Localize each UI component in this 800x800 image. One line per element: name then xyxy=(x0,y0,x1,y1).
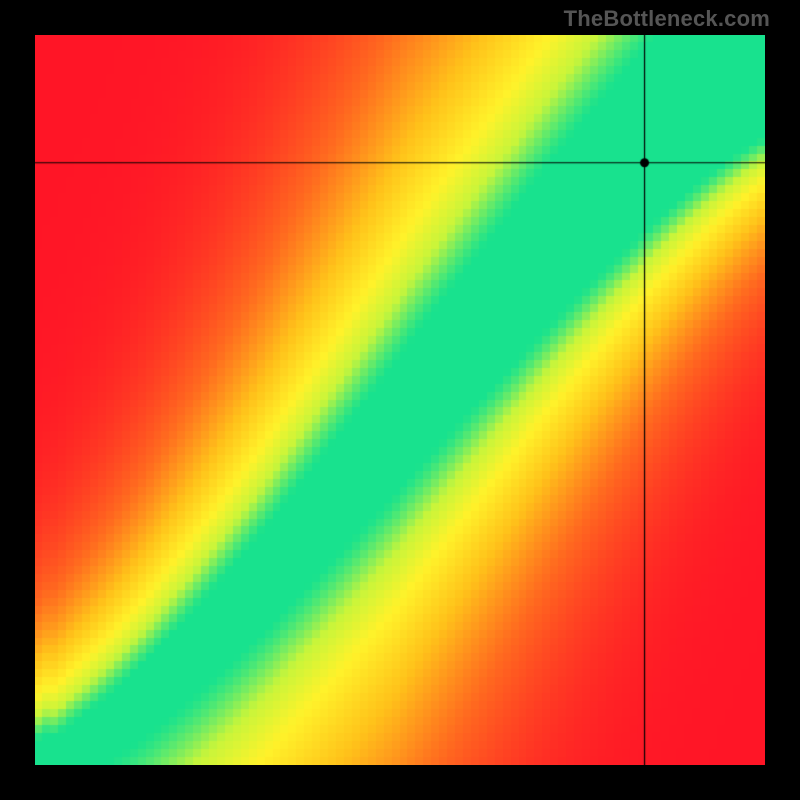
bottleneck-heatmap xyxy=(35,35,765,765)
attribution-label: TheBottleneck.com xyxy=(564,6,770,32)
